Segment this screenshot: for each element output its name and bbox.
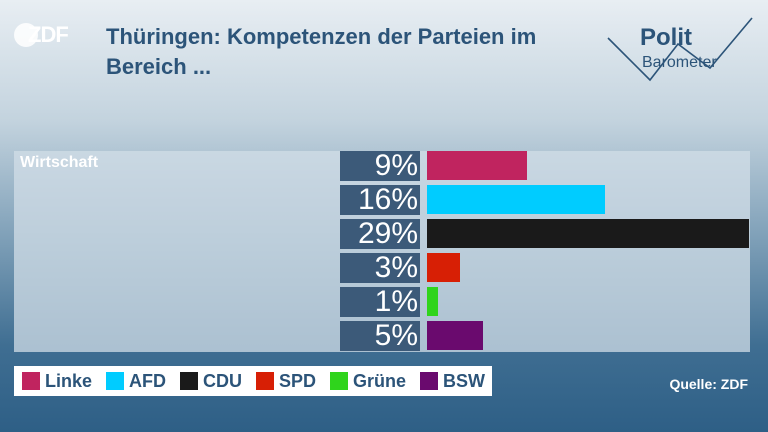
value-label-afd: 16% [340,185,420,215]
value-label-linke: 9% [340,151,420,181]
source-label: Quelle: ZDF [669,376,748,392]
legend-item-afd: AFD [106,371,166,392]
legend-swatch [106,372,125,390]
zdf-logo: ZDF [14,22,80,48]
bar-spd [427,253,460,282]
value-label-bsw: 5% [340,321,420,351]
legend-item-grüne: Grüne [330,371,406,392]
legend-swatch [22,372,40,390]
legend-label: SPD [279,370,317,391]
legend-swatch [330,372,349,390]
legend-item-spd: SPD [256,371,316,392]
category-label: Wirtschaft [20,154,99,171]
legend-label: CDU [203,370,243,391]
zdf-logo-text: ZDF [28,22,69,47]
legend-item-bsw: BSW [420,371,485,392]
bar-linke [427,151,527,180]
bar-grüne [427,287,438,316]
politbarometer-logo: Polit Barometer [600,14,758,94]
legend-label: Grüne [353,370,407,391]
legend: Linke AFD CDU SPD Grüne BSW [14,366,492,396]
legend-item-linke: Linke [22,371,92,392]
value-label-grüne: 1% [340,287,420,317]
value-label-spd: 3% [340,253,420,283]
legend-label: BSW [443,370,486,391]
value-label-cdu: 29% [340,219,420,249]
legend-label: Linke [45,370,93,391]
politbarometer-line1: Polit [640,24,692,51]
legend-swatch [256,372,275,390]
chart-panel [14,151,750,352]
politbarometer-zigzag-icon [607,17,753,82]
politbarometer-line2: Barometer [642,54,717,71]
bar-bsw [427,321,483,350]
legend-swatch [420,372,439,390]
zdf-logo-circle [14,23,38,47]
chart-title: Thüringen: Kompetenzen der Parteien im B… [106,24,537,79]
legend-label: AFD [129,370,167,391]
bar-afd [427,185,605,214]
legend-swatch [180,372,199,390]
bar-cdu [427,219,749,248]
legend-item-cdu: CDU [180,371,242,392]
